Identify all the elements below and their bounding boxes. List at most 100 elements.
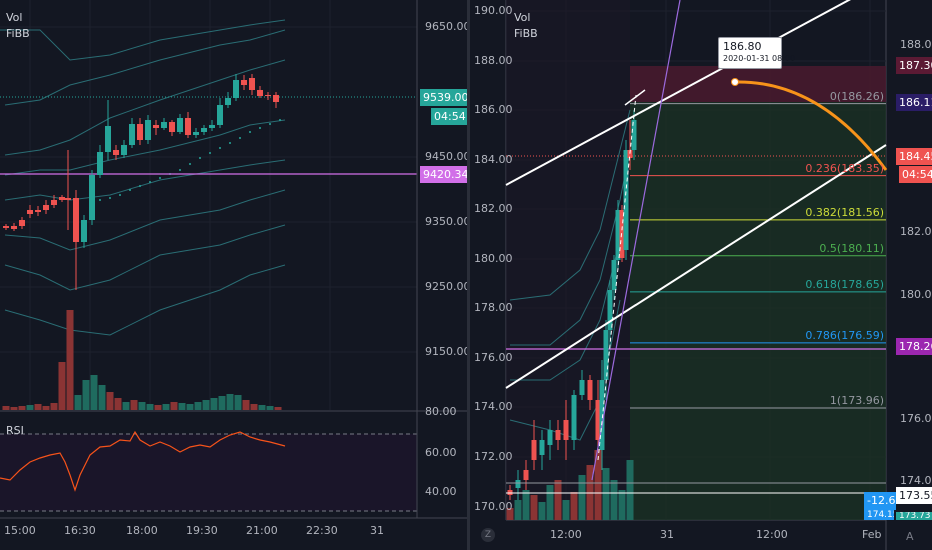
- candle: [623, 140, 629, 260]
- volume-bar: [554, 480, 562, 520]
- right-right-price-axis[interactable]: 188.00 182.00 180.00 176.00 174.00: [886, 0, 932, 550]
- purple-trend-line[interactable]: [591, 0, 681, 481]
- left-time-tick: 19:30: [186, 524, 218, 537]
- volume-bar: [2, 406, 10, 410]
- right-time-axis[interactable]: 12:00 31 12:00 Feb: [506, 528, 886, 548]
- volume-bar: [618, 490, 626, 520]
- orange-arc[interactable]: [734, 80, 888, 171]
- right-legend-vol[interactable]: Vol: [514, 11, 531, 24]
- time-tick: Feb: [862, 528, 882, 541]
- left-time-tick: 31: [370, 524, 384, 537]
- price-tick: 188.00: [474, 54, 513, 67]
- volume-bar: [58, 362, 66, 410]
- fib-level-label: 0.5(180.11): [819, 241, 884, 255]
- volume-bar: [146, 404, 154, 410]
- left-volume: [2, 310, 282, 410]
- volume-bar: [210, 398, 218, 410]
- right-candles: [507, 110, 637, 500]
- volume-bar: [242, 400, 250, 410]
- right-chart[interactable]: [470, 0, 932, 550]
- left-current-price-tag: 9539.00: [420, 89, 472, 106]
- volume-bar: [258, 405, 266, 410]
- volume-bar: [234, 395, 242, 410]
- price-tick: 180.00: [900, 288, 932, 301]
- candle: [599, 360, 605, 470]
- volume-bar: [114, 398, 122, 410]
- candle: [257, 86, 263, 98]
- candle: [89, 170, 95, 225]
- candle: [563, 400, 569, 460]
- rsi-tick: 40.00: [425, 485, 457, 498]
- volume-bar: [546, 485, 554, 520]
- fib-level-label: 0.382(181.56): [805, 205, 884, 219]
- left-price-axis[interactable]: 9650.00 9450.00 9350.00 9250.00 9150.00 …: [417, 0, 471, 518]
- trend-channel-mid[interactable]: [624, 89, 646, 106]
- candle: [201, 125, 207, 135]
- fib-lines[interactable]: [630, 103, 886, 409]
- time-tick: 12:00: [550, 528, 582, 541]
- volume-bar: [50, 403, 58, 410]
- candle: [571, 390, 577, 450]
- volume-bar: [266, 406, 274, 410]
- fib-level-label: 0.786(176.59): [805, 328, 884, 342]
- volume-bar: [98, 385, 106, 410]
- left-legend-vol[interactable]: Vol: [6, 11, 23, 24]
- fib-level-label: 0.618(178.65): [805, 277, 884, 291]
- arc-anchor-point[interactable]: [731, 78, 739, 86]
- zoom-reset-button[interactable]: Z: [481, 528, 495, 542]
- volume-bar: [66, 310, 74, 410]
- candle: [105, 100, 111, 160]
- left-candles: [3, 74, 279, 290]
- trend-channel-upper[interactable]: [505, 0, 886, 186]
- candle: [193, 128, 199, 138]
- candle: [185, 112, 191, 138]
- position-value-tag[interactable]: -12.6: [864, 492, 896, 510]
- price-tick: 186.00: [474, 103, 513, 116]
- candle: [153, 120, 159, 135]
- volume-bar: [514, 500, 522, 520]
- right-left-price-axis[interactable]: 190.00 188.00 186.00 184.00 182.00 180.0…: [470, 0, 513, 520]
- trend-channel-lower[interactable]: [505, 144, 887, 389]
- left-time-axis[interactable]: 15:00 16:30 18:00 19:30 21:00 22:30 31: [0, 524, 417, 544]
- right-line-price-tag: 178.26: [896, 338, 932, 355]
- chart-divider[interactable]: [467, 0, 470, 550]
- price-tick: 176.00: [474, 351, 513, 364]
- price-tick: 182.00: [900, 225, 932, 238]
- candle: [273, 92, 279, 108]
- left-chart[interactable]: [0, 0, 467, 550]
- left-legend-fibb[interactable]: FiBB: [6, 27, 30, 40]
- candle: [615, 200, 621, 270]
- left-time-tick: 22:30: [306, 524, 338, 537]
- candle: [627, 120, 633, 170]
- volume-bar: [194, 402, 202, 410]
- left-legend: Vol FiBB: [6, 10, 30, 42]
- rsi-label[interactable]: RSI: [6, 424, 24, 437]
- volume-bar: [530, 495, 538, 520]
- price-tick: 170.00: [474, 500, 513, 513]
- price-tick: 184.00: [474, 153, 513, 166]
- price-tick: 180.00: [474, 252, 513, 265]
- right-current-price-tag: 184.45: [896, 148, 932, 165]
- volume-bar: [138, 402, 146, 410]
- white-dashed-line: [597, 94, 637, 461]
- volume-bar: [610, 480, 618, 520]
- candle: [121, 140, 127, 158]
- candle: [59, 195, 65, 202]
- candle: [555, 420, 561, 450]
- candle: [73, 190, 79, 290]
- auto-scale-button[interactable]: A: [906, 530, 914, 543]
- right-legend-fibb[interactable]: FiBB: [514, 27, 538, 40]
- left-time-tick: 15:00: [4, 524, 36, 537]
- price-tick: 174.00: [474, 400, 513, 413]
- volume-bar: [594, 450, 602, 520]
- volume-bar: [602, 468, 610, 520]
- left-grid: [0, 0, 417, 410]
- volume-bar: [82, 380, 90, 410]
- candle: [35, 206, 41, 216]
- left-fibb-bands: [0, 19, 286, 336]
- volume-bar: [130, 400, 138, 410]
- right-legend: Vol FiBB: [514, 10, 538, 42]
- volume-bar: [538, 502, 546, 520]
- volume-bar: [42, 406, 50, 410]
- volume-bar: [122, 402, 130, 410]
